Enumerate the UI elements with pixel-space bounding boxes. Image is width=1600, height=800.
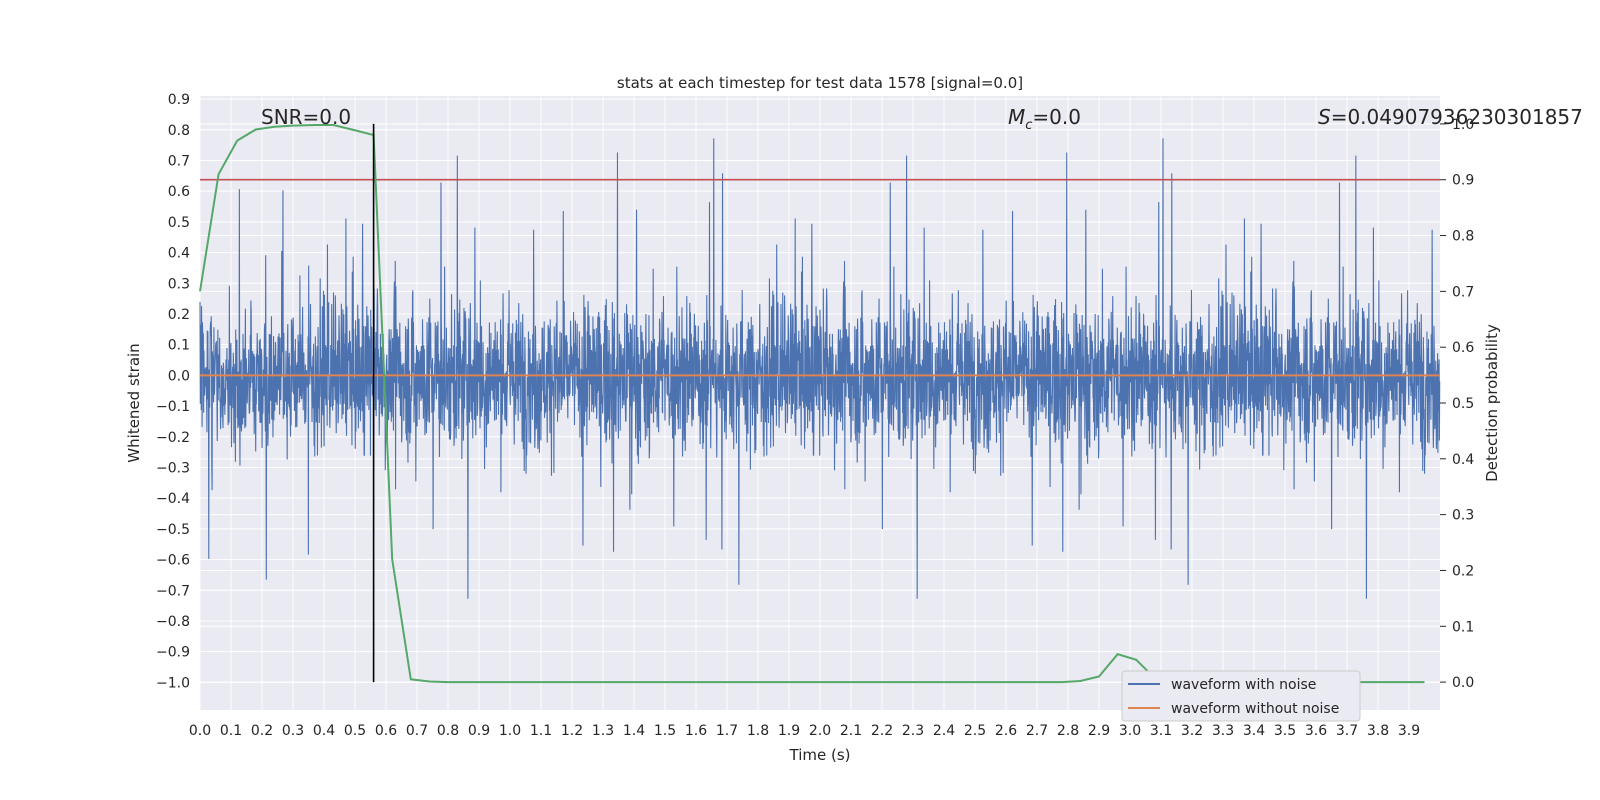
x-tick-label: 3.2 (1181, 723, 1203, 739)
chirp-mass-annotation: Mc=0.0 (1008, 105, 1081, 133)
x-tick-label: 2.7 (1026, 723, 1048, 739)
x-tick-label: 1.6 (685, 723, 707, 739)
y-tick-label: −0.2 (156, 430, 190, 446)
x-tick-label: 0.1 (220, 723, 242, 739)
x-tick-label: 3.9 (1398, 723, 1420, 739)
x-tick-label: 2.3 (902, 723, 924, 739)
x-tick-label: 1.4 (623, 723, 645, 739)
y-tick-label: 0.8 (168, 123, 190, 139)
y-tick-label: 0.7 (168, 153, 190, 169)
y-tick-label: 0.4 (168, 246, 190, 262)
waveform-with-noise-line (199, 138, 1441, 599)
chirp-mass-symbol: M (1008, 105, 1025, 129)
x-tick-label: 1.9 (778, 723, 800, 739)
y-tick-label: 0.1 (168, 338, 190, 354)
chirp-mass-subscript: c (1025, 118, 1032, 133)
x-tick-label: 0.6 (375, 723, 397, 739)
y-tick-label: −0.8 (156, 614, 190, 630)
x-tick-label: 3.4 (1243, 723, 1265, 739)
x-tick-label: 1.7 (716, 723, 738, 739)
x-tick-label: 3.3 (1212, 723, 1234, 739)
y-tick-label: 0.6 (168, 184, 190, 200)
y-tick-label: −0.7 (156, 583, 190, 599)
y2-tick-label: 0.1 (1452, 619, 1474, 635)
y2-tick-label: 0.4 (1452, 452, 1474, 468)
x-tick-labels: 0.0 0.1 0.2 0.3 0.4 0.5 0.6 0.7 0.8 0.9 1.0 1.1 1.2 1… (189, 723, 1420, 739)
y2-tick-label: 0.9 (1452, 173, 1474, 189)
x-tick-label: 3.6 (1305, 723, 1327, 739)
x-tick-label: 2.0 (809, 723, 831, 739)
x-tick-label: 0.5 (344, 723, 366, 739)
x-tick-label: 0.4 (313, 723, 335, 739)
y-tick-labels: 0.9 0.8 0.7 0.6 0.5 0.4 0.3 0.2 0.1 0.0 −0.1 −0.2 −0… (156, 92, 190, 691)
x-tick-label: 2.6 (995, 723, 1017, 739)
y2-tick-label: 0.6 (1452, 340, 1474, 356)
x-tick-label: 1.1 (530, 723, 552, 739)
x-tick-label: 3.0 (1119, 723, 1141, 739)
snr-annotation: SNR=0.0 (261, 105, 351, 129)
y2-tick-label: 0.2 (1452, 563, 1474, 579)
x-tick-label: 0.0 (189, 723, 211, 739)
y2-tick-labels: 0.0 0.1 0.2 0.3 0.4 0.5 0.6 0.7 0.8 0.9 1.0 (1440, 117, 1474, 691)
y2-tick-label: 0.3 (1452, 508, 1474, 524)
score-value: =0.04907936230301857 (1331, 105, 1583, 129)
y-tick-label: −0.5 (156, 522, 190, 538)
y-tick-label: 0.3 (168, 276, 190, 292)
x-tick-label: 0.3 (282, 723, 304, 739)
x-tick-label: 2.8 (1057, 723, 1079, 739)
y-tick-label: −1.0 (156, 675, 190, 691)
x-tick-label: 0.7 (406, 723, 428, 739)
y2-tick-label: 0.7 (1452, 284, 1474, 300)
x-tick-label: 2.5 (964, 723, 986, 739)
x-tick-label: 3.8 (1367, 723, 1389, 739)
score-annotation: S=0.04907936230301857 (1318, 105, 1583, 129)
x-tick-label: 1.2 (561, 723, 583, 739)
y-tick-label: 0.5 (168, 215, 190, 231)
y-tick-label: −0.3 (156, 460, 190, 476)
y-tick-label: 0.2 (168, 307, 190, 323)
x-tick-label: 0.8 (437, 723, 459, 739)
y-tick-label: 0.9 (168, 92, 190, 108)
x-tick-label: 1.0 (499, 723, 521, 739)
x-tick-label: 2.4 (933, 723, 955, 739)
legend-box (1121, 670, 1361, 722)
x-tick-label: 3.5 (1274, 723, 1296, 739)
chart-title: stats at each timestep for test data 157… (617, 74, 1023, 92)
legend-label-waveform-without-noise: waveform without noise (1171, 701, 1339, 717)
x-tick-label: 3.1 (1150, 723, 1172, 739)
series-waveform-with-noise (199, 138, 1441, 599)
x-tick-label: 2.1 (840, 723, 862, 739)
x-tick-label: 2.9 (1088, 723, 1110, 739)
y-tick-label: −0.6 (156, 553, 190, 569)
y2-tick-label: 0.5 (1452, 396, 1474, 412)
y-tick-label: −0.4 (156, 491, 190, 507)
chirp-mass-value: =0.0 (1032, 105, 1081, 129)
y-axis-label: Whitened strain (125, 343, 143, 462)
x-tick-label: 1.5 (654, 723, 676, 739)
score-symbol: S (1318, 105, 1331, 129)
y2-axis-label: Detection probability (1483, 324, 1501, 482)
legend: waveform with noise waveform without noi… (1121, 670, 1361, 722)
y-tick-label: 0.0 (168, 368, 190, 384)
y2-tick-label: 0.8 (1452, 229, 1474, 245)
x-axis-label: Time (s) (789, 746, 851, 764)
y-tick-label: −0.9 (156, 645, 190, 661)
x-tick-label: 0.2 (251, 723, 273, 739)
x-tick-label: 3.7 (1336, 723, 1358, 739)
y-tick-label: −0.1 (156, 399, 190, 415)
legend-label-waveform-with-noise: waveform with noise (1171, 677, 1316, 693)
x-tick-label: 1.3 (592, 723, 614, 739)
y2-tick-label: 0.0 (1452, 675, 1474, 691)
x-tick-label: 0.9 (468, 723, 490, 739)
y2-tick-label: 1.0 (1452, 117, 1474, 133)
x-tick-label: 2.2 (871, 723, 893, 739)
x-tick-label: 1.8 (747, 723, 769, 739)
